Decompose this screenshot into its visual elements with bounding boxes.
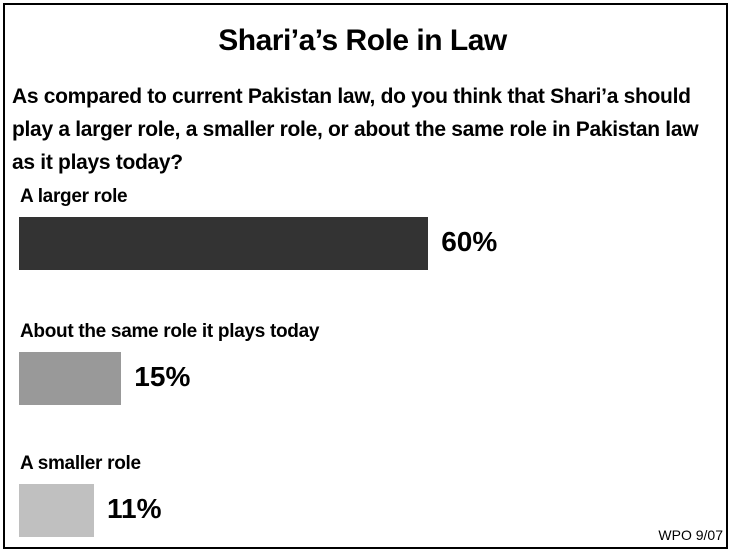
- value-label: 11%: [107, 493, 162, 524]
- question: As compared to current Pakistan law, do …: [12, 85, 699, 174]
- value-label: 60%: [441, 226, 498, 257]
- bar: [19, 484, 95, 537]
- bar: [19, 217, 429, 270]
- category-label: About the same role it plays today: [20, 321, 320, 342]
- category-label: A larger role: [20, 186, 128, 207]
- category-label: A smaller role: [20, 453, 141, 474]
- chart-title: Shari’a’s Role in Law: [218, 24, 507, 57]
- chart-frame: [3, 3, 728, 549]
- bar: [19, 352, 122, 405]
- source: WPO 9/07: [658, 527, 723, 543]
- value-label: 15%: [134, 361, 191, 392]
